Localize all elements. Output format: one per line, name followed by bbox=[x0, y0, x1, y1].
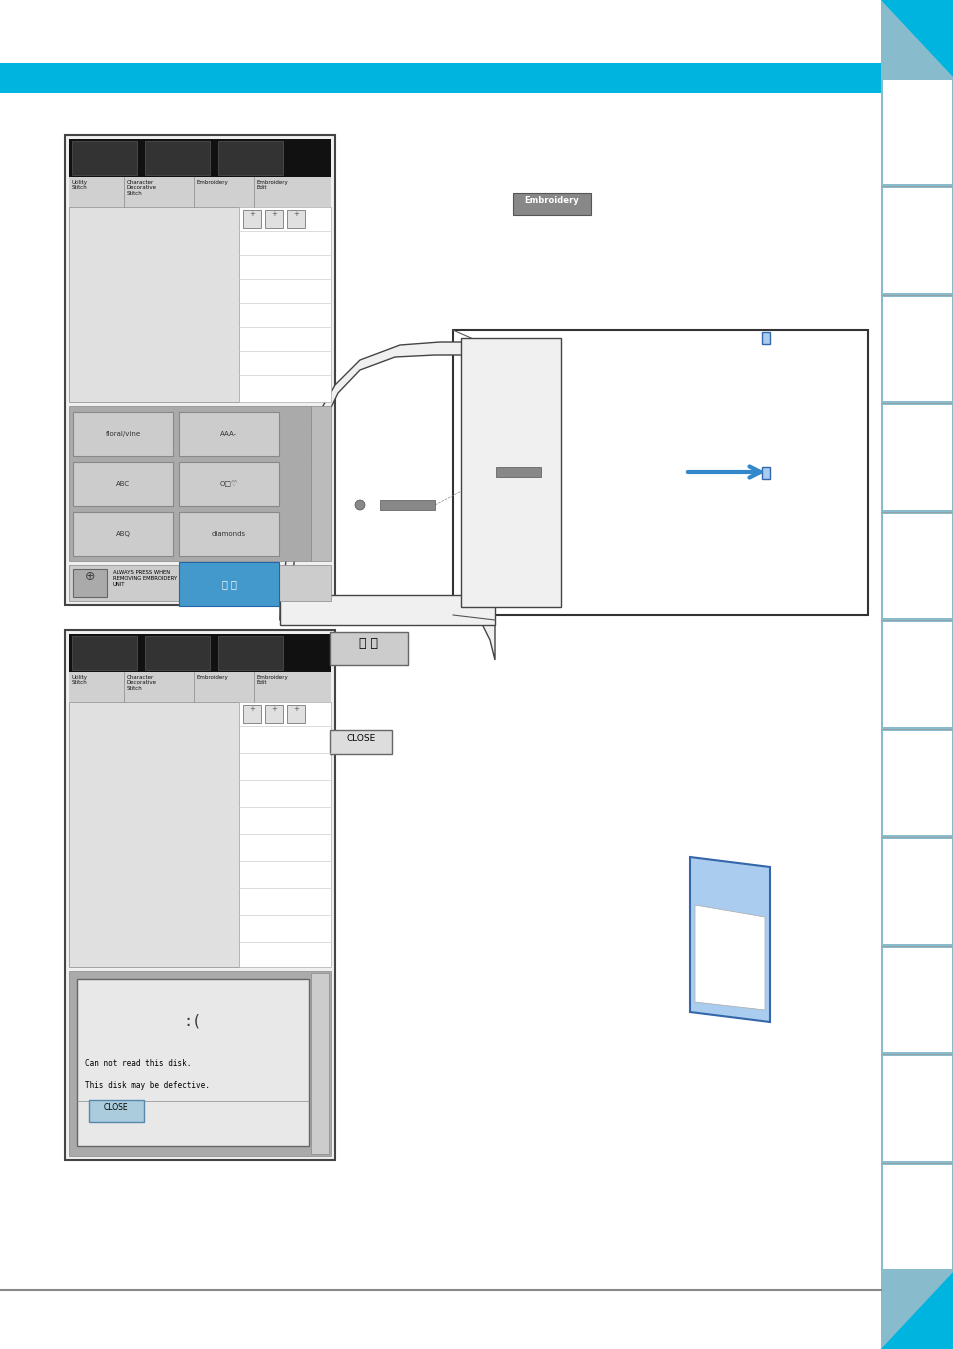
Bar bbox=[71, 142, 137, 175]
Text: Embroidery: Embroidery bbox=[196, 179, 229, 185]
Polygon shape bbox=[689, 857, 769, 1023]
Text: Utility
Stitch: Utility Stitch bbox=[71, 674, 88, 685]
Bar bbox=[496, 467, 540, 478]
Text: 💾 💾: 💾 💾 bbox=[221, 579, 236, 590]
Text: +: + bbox=[249, 210, 254, 217]
Bar bbox=[89, 1099, 144, 1122]
Text: CLOSE: CLOSE bbox=[104, 1103, 128, 1112]
Circle shape bbox=[355, 500, 365, 510]
Bar bbox=[73, 411, 172, 456]
Text: CLOSE: CLOSE bbox=[346, 734, 375, 743]
Bar bbox=[73, 513, 172, 556]
Bar bbox=[73, 569, 107, 598]
Bar bbox=[882, 1164, 951, 1269]
Bar bbox=[69, 701, 239, 967]
Bar bbox=[179, 411, 278, 456]
Bar bbox=[0, 63, 880, 93]
Bar bbox=[761, 332, 769, 344]
Bar bbox=[218, 635, 283, 670]
Bar bbox=[330, 631, 408, 665]
Text: O□♡: O□♡ bbox=[219, 480, 238, 487]
Text: Utility
Stitch: Utility Stitch bbox=[71, 179, 88, 190]
Text: Embroidery
Edit: Embroidery Edit bbox=[256, 179, 289, 190]
Bar bbox=[218, 142, 283, 175]
Bar bbox=[69, 565, 331, 602]
Bar bbox=[287, 706, 305, 723]
Bar bbox=[69, 971, 331, 1156]
Text: Embroidery
Edit: Embroidery Edit bbox=[256, 674, 289, 685]
Bar bbox=[179, 513, 278, 556]
Bar bbox=[145, 635, 210, 670]
Text: ABC: ABC bbox=[116, 482, 130, 487]
Text: AAA-: AAA- bbox=[220, 430, 237, 437]
Text: Embroidery: Embroidery bbox=[524, 196, 578, 205]
Bar bbox=[239, 206, 331, 402]
Polygon shape bbox=[880, 1271, 953, 1349]
Text: diamonds: diamonds bbox=[212, 532, 246, 537]
Bar bbox=[882, 514, 951, 618]
Bar bbox=[880, 0, 953, 1349]
Text: ABQ: ABQ bbox=[115, 532, 131, 537]
Bar bbox=[77, 979, 309, 1147]
Polygon shape bbox=[280, 343, 479, 621]
Bar bbox=[65, 135, 335, 604]
Bar bbox=[513, 193, 590, 214]
Bar bbox=[453, 331, 867, 615]
Bar bbox=[882, 839, 951, 944]
Text: Character
Decorative
Stitch: Character Decorative Stitch bbox=[127, 674, 157, 691]
Polygon shape bbox=[880, 0, 953, 78]
Text: +: + bbox=[271, 210, 276, 217]
Bar bbox=[65, 630, 335, 1160]
Text: :(: :( bbox=[184, 1014, 202, 1029]
Bar bbox=[882, 297, 951, 402]
Text: This disk may be defective.: This disk may be defective. bbox=[85, 1081, 210, 1090]
Text: Embroidery: Embroidery bbox=[196, 674, 229, 680]
Bar bbox=[69, 634, 331, 672]
Bar bbox=[882, 80, 951, 185]
Bar bbox=[460, 339, 560, 607]
Bar bbox=[287, 210, 305, 228]
Text: ALWAYS PRESS WHEN
REMOVING EMBROIDERY
UNIT: ALWAYS PRESS WHEN REMOVING EMBROIDERY UN… bbox=[112, 571, 177, 587]
Bar bbox=[179, 563, 278, 606]
Text: floral/vine: floral/vine bbox=[106, 430, 140, 437]
Bar bbox=[379, 500, 435, 510]
Text: +: + bbox=[249, 706, 254, 712]
Bar bbox=[69, 406, 311, 561]
Bar bbox=[882, 189, 951, 293]
Polygon shape bbox=[280, 595, 495, 660]
Text: +: + bbox=[293, 706, 298, 712]
Bar bbox=[882, 731, 951, 835]
Text: ⊕: ⊕ bbox=[85, 571, 95, 583]
Bar bbox=[69, 139, 331, 177]
Bar bbox=[761, 467, 769, 479]
Bar bbox=[73, 461, 172, 506]
Text: Can not read this disk.: Can not read this disk. bbox=[85, 1059, 192, 1068]
Bar bbox=[69, 206, 239, 402]
Bar bbox=[330, 730, 392, 754]
Bar bbox=[280, 595, 495, 625]
Text: +: + bbox=[293, 210, 298, 217]
Bar bbox=[265, 210, 283, 228]
Bar bbox=[265, 706, 283, 723]
Polygon shape bbox=[695, 905, 764, 1010]
Bar bbox=[179, 461, 278, 506]
Text: 💾 💾: 💾 💾 bbox=[359, 637, 378, 650]
Bar bbox=[69, 177, 331, 206]
Bar bbox=[882, 947, 951, 1052]
Text: Character
Decorative
Stitch: Character Decorative Stitch bbox=[127, 179, 157, 196]
Bar bbox=[882, 622, 951, 727]
Bar bbox=[311, 973, 329, 1153]
Bar bbox=[882, 405, 951, 510]
Bar bbox=[239, 701, 331, 967]
Bar bbox=[71, 635, 137, 670]
Bar bbox=[145, 142, 210, 175]
Text: +: + bbox=[271, 706, 276, 712]
Bar bbox=[243, 210, 261, 228]
Bar bbox=[882, 1056, 951, 1160]
Bar bbox=[243, 706, 261, 723]
Bar bbox=[311, 406, 331, 561]
Bar bbox=[69, 672, 331, 701]
